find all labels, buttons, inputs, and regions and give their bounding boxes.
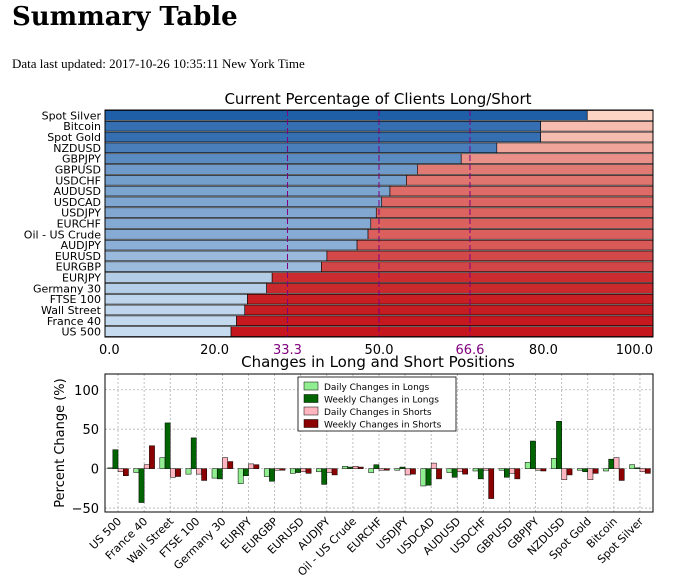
short-bar [266,283,654,294]
category-label: NZDUSD [53,142,101,155]
x-tick-label: 33.3 [273,343,302,358]
short-bar [540,131,654,143]
short-bar [271,272,654,283]
long-bar [104,175,407,186]
long-bar [104,326,232,337]
long-bar [104,218,372,229]
category-label: Germany 30 [33,282,101,295]
short-bar [389,185,654,197]
short-bar [381,196,654,208]
short-bar [375,207,654,218]
x-tick-label: 80.0 [529,343,558,358]
category-label: USDCHF [55,174,101,187]
long-bar [104,131,541,143]
chart1-frame [104,109,654,338]
category-label: EURJPY [62,272,101,285]
long-bar [104,153,462,164]
long-bar [104,164,418,175]
short-bar [367,229,654,240]
short-bar [230,326,654,337]
category-label: USDJPY [61,207,101,220]
category-label: USDCAD [54,196,101,209]
short-bar [236,315,654,326]
short-bar [356,239,654,251]
chart1-title: Current Percentage of Clients Long/Short [224,90,531,108]
short-bar [247,293,654,305]
long-bar [104,250,328,262]
long-bar [104,110,588,121]
category-label: GBPJPY [62,153,101,166]
x-tick-label: 100.0 [616,343,653,358]
category-label: Oil - US Crude [24,228,101,241]
long-bar [104,293,248,305]
category-label: EURGBP [56,261,102,274]
category-label: AUDJPY [61,239,102,252]
category-label: Bitcoin [63,120,101,133]
category-label: US 500 [61,326,101,339]
long-bar [104,272,273,283]
x-tick-label: 0.0 [99,343,120,358]
short-bar [406,175,654,186]
page-title: Summary Table [12,2,238,32]
short-bar [460,153,654,164]
long-bar [104,261,322,272]
x-tick-label: 66.6 [455,343,484,358]
category-label: AUDUSD [53,185,101,198]
long-bar [104,315,237,326]
short-bar [540,121,654,132]
short-bar [370,218,654,229]
category-label: Spot Silver [42,109,102,122]
category-label: GBPUSD [55,163,101,176]
x-tick-label: 20.0 [200,343,229,358]
short-bar [586,110,654,121]
long-bar [104,196,383,208]
category-label: Spot Gold [47,131,101,144]
long-bar [104,185,391,197]
category-label: Wall Street [41,304,102,317]
long-bar [104,207,377,218]
long-bar [104,283,267,294]
category-label: FTSE 100 [50,293,101,306]
short-bar [244,304,654,316]
category-label: EURUSD [55,250,101,263]
data-updated-text: Data last updated: 2017-10-26 10:35:11 N… [12,56,305,71]
long-bar [104,229,369,240]
long-bar [104,142,498,154]
long-bar [104,239,358,251]
short-bar [496,142,654,154]
short-bar [321,261,654,272]
short-bar [326,250,654,262]
category-label: France 40 [47,315,101,328]
long-bar [104,121,541,132]
x-tick-label: 50.0 [365,343,394,358]
long-bar [104,304,246,316]
short-bar [417,164,654,175]
category-label: EURCHF [57,218,101,231]
